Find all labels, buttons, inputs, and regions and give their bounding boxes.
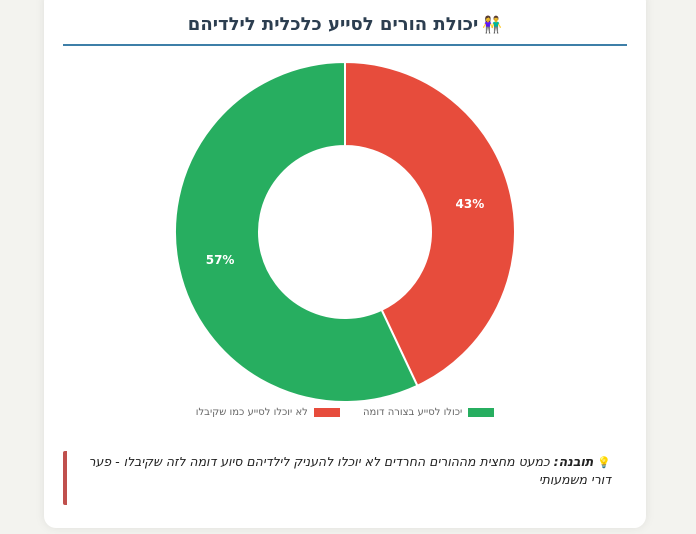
donut-slice[interactable] (344, 60, 517, 388)
legend-swatch-green (468, 408, 495, 417)
slice-percent-label: 57% (206, 253, 235, 267)
chart-legend: יכולו לסייע בצורה דומה לא יוכלו לסייע כמ… (44, 407, 646, 420)
slice-percent-label: 43% (456, 197, 485, 211)
donut-slice[interactable] (174, 60, 419, 403)
chart-card: 👫יכולת הורים לסייע כלכלית לילדיהם 43% 57%… (44, 0, 646, 528)
card-header: 👫יכולת הורים לסייע כלכלית לילדיהם (63, 0, 627, 46)
people-icon: 👫 (482, 15, 503, 34)
donut-chart: 43% 57% (174, 60, 517, 403)
legend-label: לא יוכלו לסייע כמו שקיבלו (195, 407, 308, 418)
chart-title: 👫יכולת הורים לסייע כלכלית לילדיהם (188, 14, 502, 35)
legend-item-not-able[interactable]: לא יוכלו לסייע כמו שקיבלו (196, 407, 340, 418)
legend-label: יכולו לסייע בצורה דומה (363, 407, 463, 418)
insight-text: כמעט מחצית מההורים החרדים לא יוכלו להעני… (88, 454, 611, 487)
lightbulb-icon: 💡 (597, 456, 611, 469)
insight-label: תובנה: (553, 454, 594, 469)
legend-item-similar[interactable]: יכולו לסייע בצורה דומה (363, 407, 495, 418)
legend-swatch-red (313, 408, 340, 417)
chart-title-text: יכולת הורים לסייע כלכלית לילדיהם (187, 14, 479, 35)
insight-box: 💡 תובנה: כמעט מחצית מההורים החרדים לא יו… (63, 451, 623, 505)
